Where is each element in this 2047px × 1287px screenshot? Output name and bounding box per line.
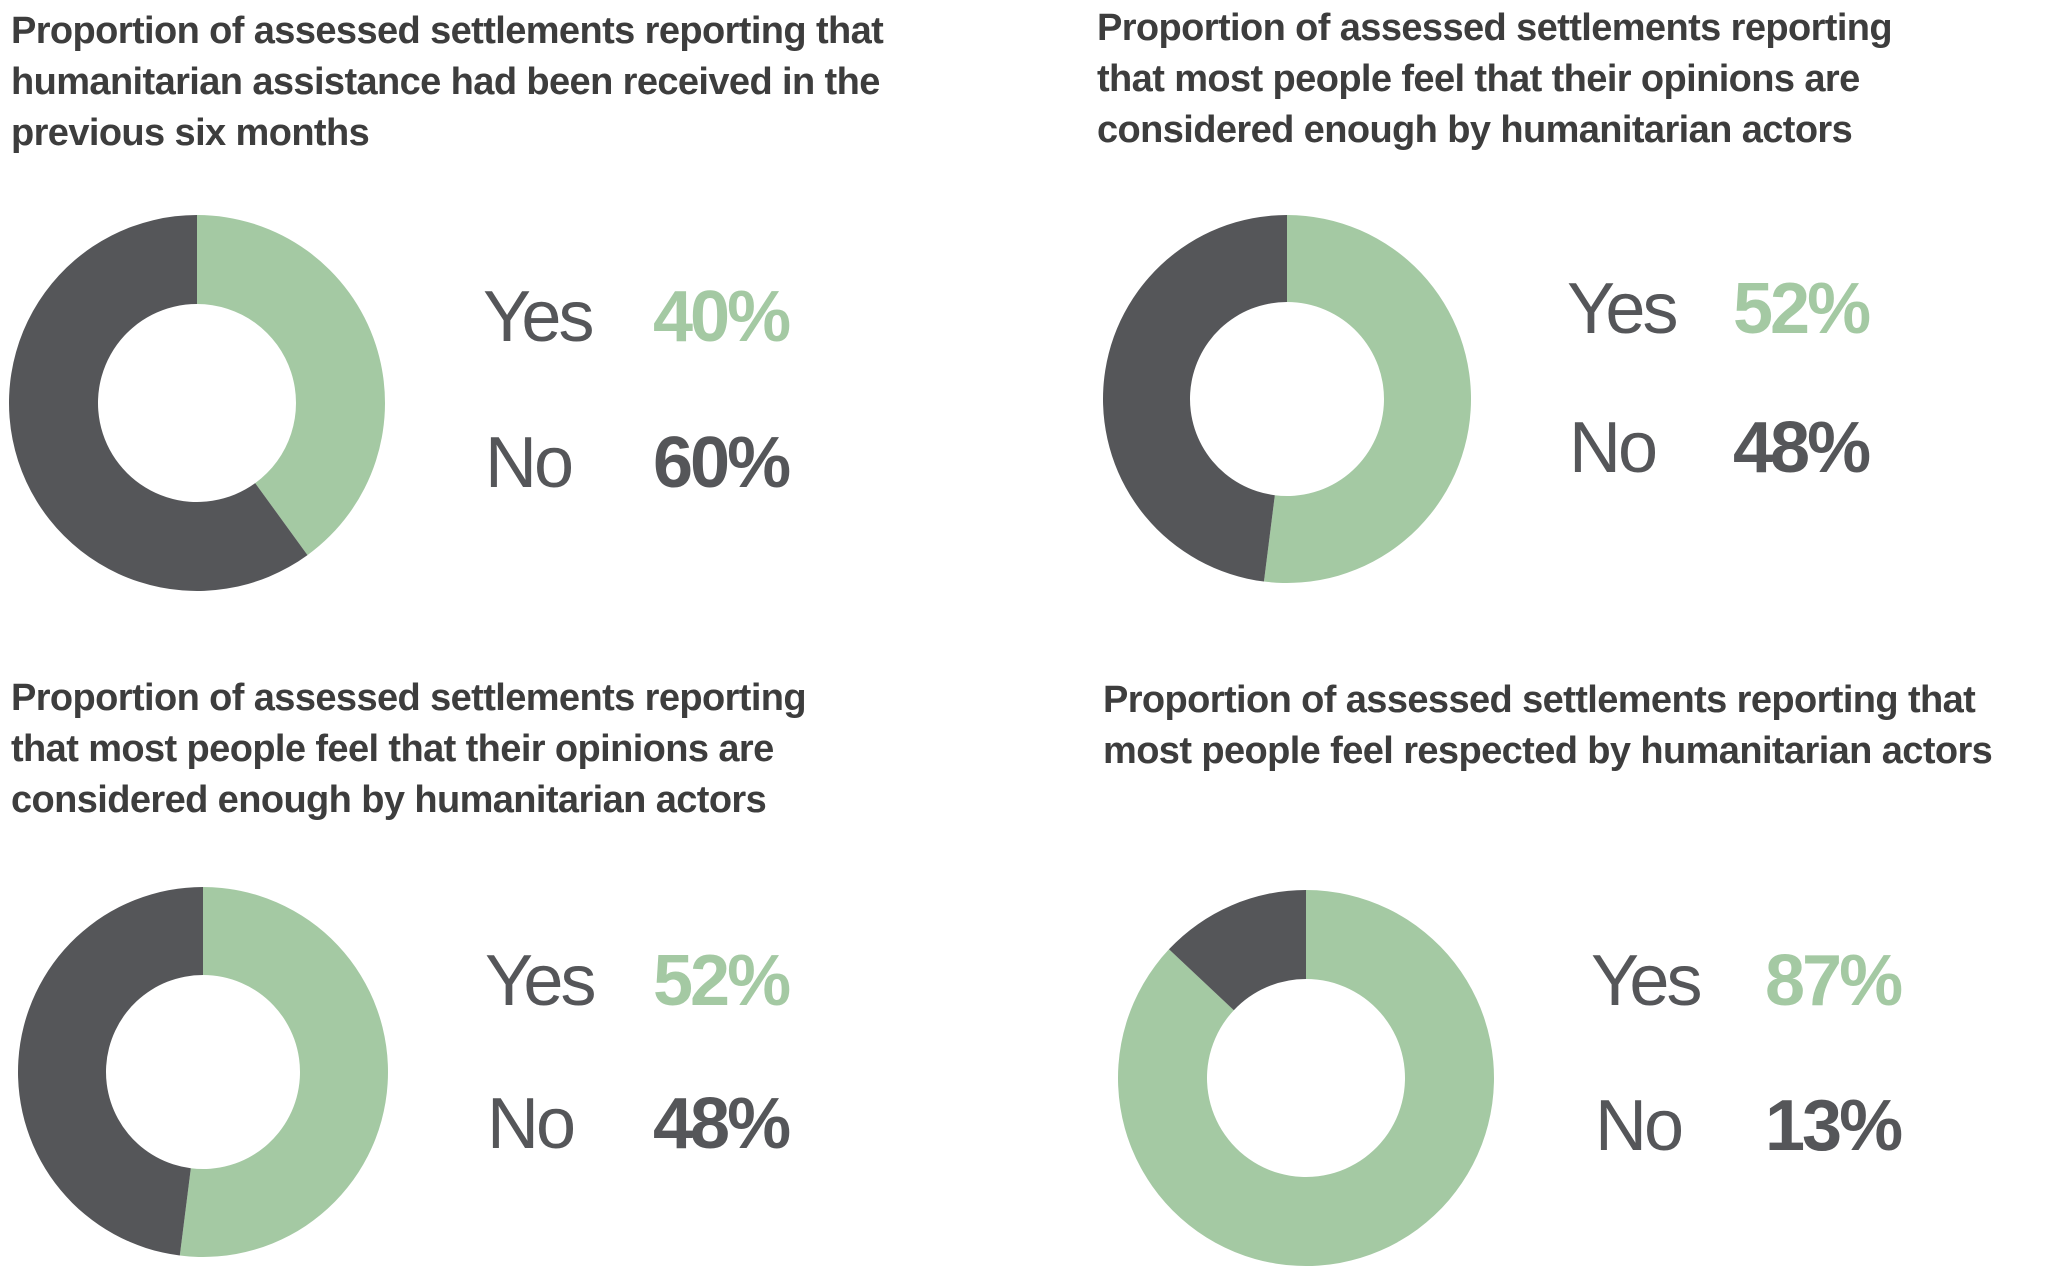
value-label-yes: 52%: [653, 941, 791, 1021]
chart-title-line: considered enough by humanitarian actors: [1097, 109, 1853, 151]
chart-title-line: that most people feel that their opinion…: [11, 728, 774, 770]
chart-title-line: Proportion of assessed settlements repor…: [11, 677, 807, 719]
chart-title: Proportion of assessed settlements repor…: [11, 673, 807, 826]
value-label-yes: 52%: [1733, 269, 1871, 349]
donut-slice-yes: [179, 887, 388, 1257]
legend-label-no: No: [485, 423, 574, 503]
donut-slice-no: [8, 215, 308, 591]
legend-label-no: No: [1595, 1086, 1684, 1166]
donut-slice-no: [1102, 215, 1287, 582]
chart-title-line: previous six months: [11, 112, 370, 154]
donut-chart: [1118, 890, 1494, 1266]
donut-chart: [8, 215, 385, 591]
donut-slice-no: [17, 887, 203, 1256]
donut-slice-yes: [1118, 890, 1494, 1266]
donut-slice-no: [1168, 890, 1306, 1011]
legend-label-yes: Yes: [485, 941, 596, 1021]
chart-title-line: Proportion of assessed settlements repor…: [1097, 7, 1893, 49]
value-label-no: 60%: [653, 423, 791, 503]
donut-slice-yes: [197, 215, 385, 556]
value-label-no: 48%: [1733, 408, 1871, 488]
legend-label-yes: Yes: [1591, 941, 1702, 1021]
legend-label-no: No: [487, 1084, 576, 1164]
chart-title-line: Proportion of assessed settlements repor…: [11, 10, 884, 52]
value-label-yes: 87%: [1765, 941, 1903, 1021]
chart-title-line: that most people feel that their opinion…: [1097, 58, 1860, 100]
chart-title: Proportion of assessed settlements repor…: [1103, 675, 1993, 777]
donut-chart: [17, 887, 388, 1257]
chart-title-line: Proportion of assessed settlements repor…: [1103, 679, 1976, 721]
legend-label-no: No: [1569, 408, 1658, 488]
donut-slice-yes: [1263, 215, 1471, 583]
legend-label-yes: Yes: [1567, 269, 1678, 349]
chart-title: Proportion of assessed settlements repor…: [1097, 3, 1893, 156]
donut-chart: [1102, 215, 1471, 583]
chart-title-line: humanitarian assistance had been receive…: [11, 61, 880, 103]
chart-title-line: considered enough by humanitarian actors: [11, 779, 767, 821]
value-label-yes: 40%: [653, 277, 791, 357]
chart-title-line: most people feel respected by humanitari…: [1103, 730, 1993, 772]
value-label-no: 48%: [653, 1084, 791, 1164]
chart-title: Proportion of assessed settlements repor…: [11, 6, 884, 159]
legend-label-yes: Yes: [483, 277, 594, 357]
value-label-no: 13%: [1765, 1086, 1903, 1166]
